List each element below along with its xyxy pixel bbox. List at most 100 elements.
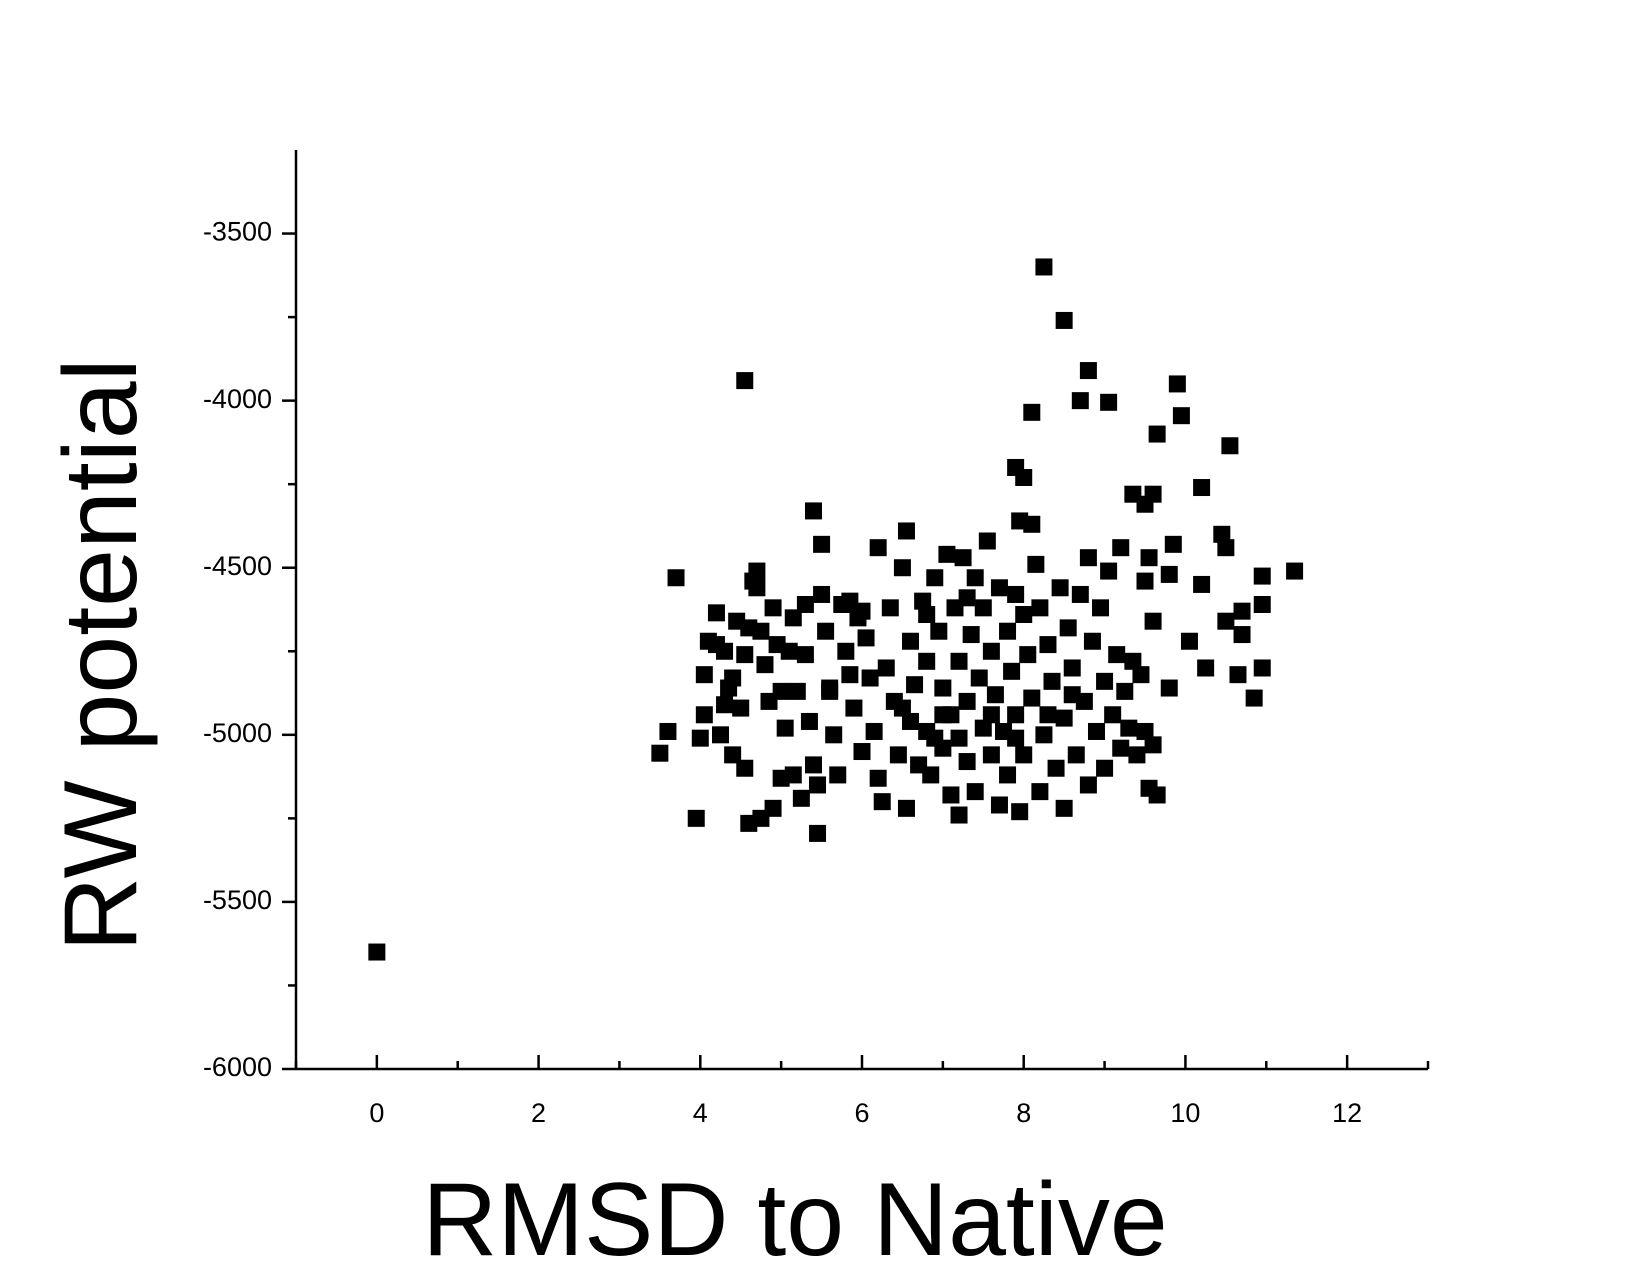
point [906,676,924,694]
point [736,372,754,390]
point [857,629,875,647]
point [922,766,940,784]
point [368,943,386,961]
point [893,559,911,577]
point [687,809,705,827]
point [1116,682,1134,700]
point [764,599,782,617]
point [772,682,790,700]
point [938,545,956,563]
point [966,569,984,587]
x-tick-label: 8 [1016,1098,1031,1128]
y-tick-label: -5000 [203,718,272,748]
point [1233,602,1251,620]
point [1087,722,1105,740]
point [1079,776,1097,794]
point [865,722,883,740]
point [712,726,729,744]
point [1079,549,1097,567]
point [724,669,742,687]
point [1043,672,1061,690]
point [804,502,822,520]
point [1059,619,1077,637]
point [752,622,770,640]
point [974,599,992,617]
point [978,532,996,550]
point [1112,739,1130,757]
point [1011,803,1029,821]
point [999,622,1017,640]
point [837,642,855,660]
point [1031,783,1049,801]
point [1180,632,1198,650]
point [970,669,988,687]
point [1023,403,1041,421]
point [736,759,754,777]
point [716,696,734,714]
point [1229,666,1247,684]
y-tick-label: -6000 [203,1052,272,1082]
point [841,666,859,684]
point [1015,746,1033,764]
point [784,766,802,784]
point [1136,572,1154,590]
point [958,753,976,771]
point [1096,759,1114,777]
point [982,706,1000,724]
point [1007,729,1025,747]
point [1035,726,1053,744]
point [1221,437,1239,455]
point [869,539,887,557]
point [982,642,1000,660]
point [1193,575,1211,593]
point [1063,659,1081,677]
point [1055,311,1073,329]
point [780,642,798,660]
point [926,729,944,747]
point [724,746,742,764]
point [1144,736,1162,754]
point [1104,706,1122,724]
point [914,592,932,610]
point [982,746,1000,764]
point [1015,468,1033,486]
point [1253,567,1271,585]
point [841,592,859,610]
point [1027,555,1045,573]
point [1007,585,1025,603]
point [1039,636,1057,654]
point [1007,706,1025,724]
point [792,789,810,807]
point [695,706,713,724]
point [1144,612,1162,630]
point [784,609,802,627]
y-tick-label: -4500 [203,551,272,581]
point [813,535,831,553]
point [1015,606,1033,624]
point [1253,595,1271,613]
point [1096,672,1114,690]
point [902,632,920,650]
point [1023,689,1041,707]
x-tick-label: 2 [531,1098,546,1128]
y-tick-label: -3500 [203,217,272,247]
point [659,722,677,740]
point [1071,392,1089,410]
point [817,622,835,640]
y-tick-label: -4000 [203,384,272,414]
point [1071,585,1089,603]
point [691,729,709,747]
point [1019,646,1037,664]
point [990,579,1008,597]
point [1108,646,1126,664]
point [651,744,669,762]
point [974,719,992,737]
point [1197,659,1215,677]
point [1079,362,1097,380]
point [1217,612,1235,630]
point [776,719,794,737]
point [934,679,952,697]
point [1217,539,1235,557]
point [889,746,907,764]
